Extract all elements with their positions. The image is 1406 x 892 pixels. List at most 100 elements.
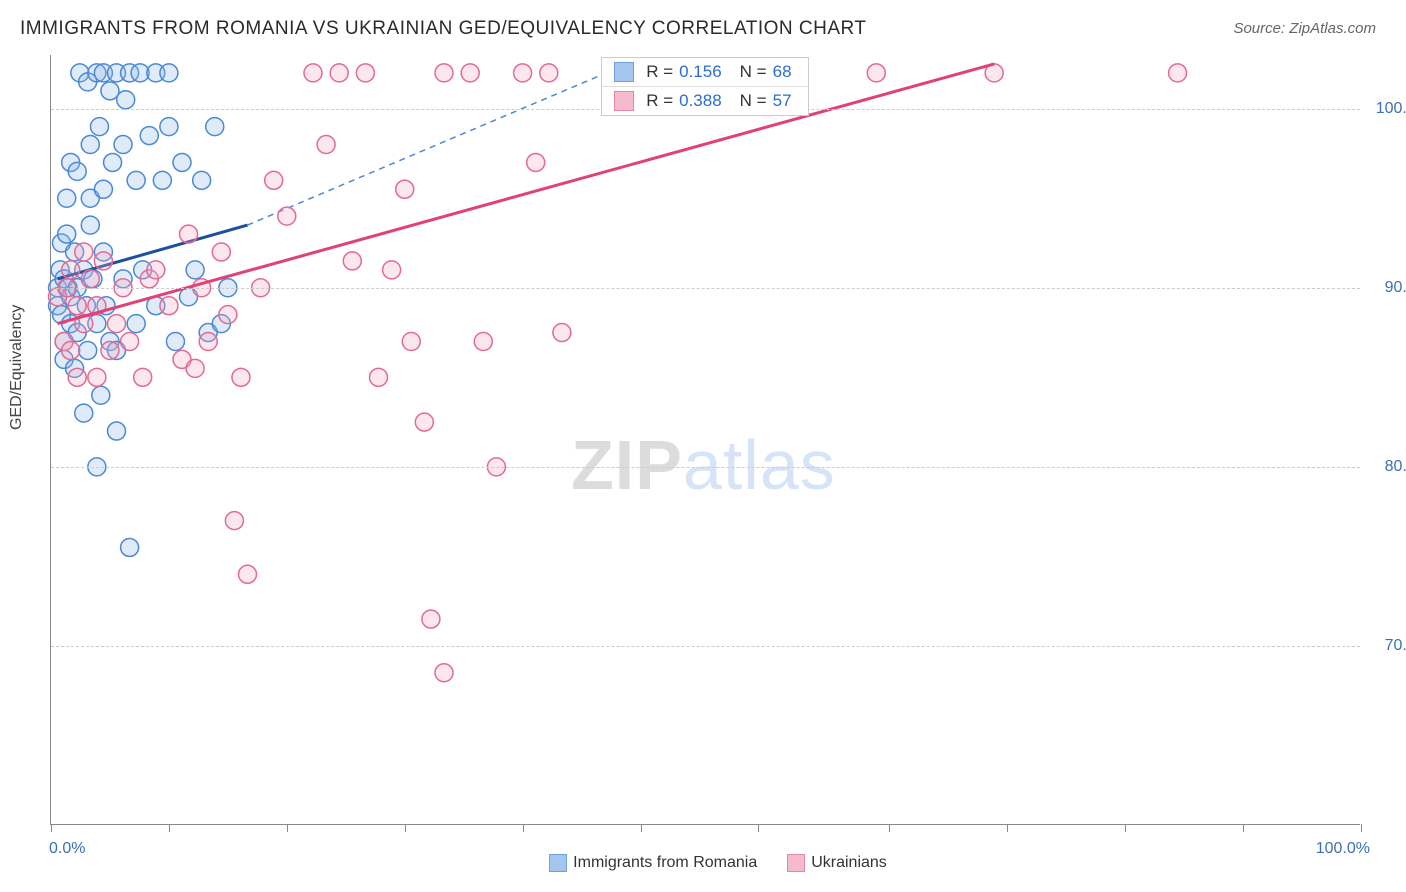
scatter-point	[225, 512, 243, 530]
chart-title: IMMIGRANTS FROM ROMANIA VS UKRAINIAN GED…	[20, 18, 866, 40]
scatter-point	[101, 341, 119, 359]
scatter-point	[81, 136, 99, 154]
scatter-point	[540, 64, 558, 82]
scatter-point	[199, 333, 217, 351]
scatter-point	[232, 368, 250, 386]
scatter-point	[114, 136, 132, 154]
scatter-point	[81, 216, 99, 234]
scatter-point	[219, 306, 237, 324]
gridline	[51, 467, 1360, 468]
scatter-point	[422, 610, 440, 628]
legend-r-label: R =	[646, 62, 673, 82]
scatter-point	[186, 261, 204, 279]
legend-swatch	[787, 854, 805, 872]
legend-swatch	[614, 91, 634, 111]
scatter-point	[101, 82, 119, 100]
scatter-point	[90, 118, 108, 136]
scatter-point	[435, 64, 453, 82]
scatter-point	[206, 118, 224, 136]
scatter-point	[94, 252, 112, 270]
scatter-point	[75, 243, 93, 261]
scatter-point	[108, 422, 126, 440]
x-tick	[1361, 824, 1362, 832]
scatter-point	[370, 368, 388, 386]
scatter-point	[180, 225, 198, 243]
y-tick-label: 70.0%	[1370, 637, 1406, 655]
legend-r-value: 0.388	[679, 91, 722, 111]
scatter-point	[317, 136, 335, 154]
scatter-point	[396, 180, 414, 198]
gridline	[51, 646, 1360, 647]
legend-r-value: 0.156	[679, 62, 722, 82]
y-tick-label: 80.0%	[1370, 458, 1406, 476]
x-tick	[641, 824, 642, 832]
scatter-point	[265, 171, 283, 189]
scatter-point	[474, 333, 492, 351]
x-tick	[1007, 824, 1008, 832]
x-tick	[1125, 824, 1126, 832]
scatter-point	[383, 261, 401, 279]
legend-n-value: 57	[773, 91, 792, 111]
x-tick	[523, 824, 524, 832]
y-tick-label: 100.0%	[1370, 100, 1406, 118]
scatter-point	[160, 64, 178, 82]
scatter-point	[92, 386, 110, 404]
legend-r-label: R =	[646, 91, 673, 111]
scatter-point	[79, 341, 97, 359]
scatter-point	[415, 413, 433, 431]
scatter-point	[527, 153, 545, 171]
y-axis-label: GED/Equivalency	[8, 305, 26, 430]
scatter-point	[108, 315, 126, 333]
scatter-point	[140, 127, 158, 145]
scatter-point	[514, 64, 532, 82]
scatter-point	[160, 118, 178, 136]
legend-swatch	[614, 62, 634, 82]
trend-line-ext	[248, 64, 628, 225]
x-tick	[1243, 824, 1244, 832]
scatter-point	[402, 333, 420, 351]
scatter-point	[68, 368, 86, 386]
legend-n-label: N =	[740, 91, 767, 111]
watermark-zip: ZIP	[571, 426, 683, 504]
watermark-atlas: atlas	[683, 426, 836, 504]
scatter-point	[193, 171, 211, 189]
x-tick	[51, 824, 52, 832]
scatter-point	[153, 171, 171, 189]
scatter-point	[94, 180, 112, 198]
scatter-point	[867, 64, 885, 82]
x-tick	[758, 824, 759, 832]
scatter-point	[435, 664, 453, 682]
scatter-point	[134, 368, 152, 386]
scatter-point	[121, 333, 139, 351]
scatter-point	[553, 324, 571, 342]
x-tick	[889, 824, 890, 832]
scatter-point	[75, 404, 93, 422]
legend-row: R =0.156N =68	[602, 58, 807, 87]
scatter-point	[343, 252, 361, 270]
scatter-point	[173, 153, 191, 171]
scatter-point	[356, 64, 374, 82]
legend-correlation-box: R =0.156N =68R =0.388N =57	[601, 57, 808, 116]
scatter-point	[166, 333, 184, 351]
scatter-point	[62, 261, 80, 279]
legend-series-label: Immigrants from Romania	[573, 854, 757, 871]
scatter-point	[58, 225, 76, 243]
scatter-point	[160, 297, 178, 315]
scatter-point	[304, 64, 322, 82]
scatter-point	[212, 243, 230, 261]
scatter-point	[68, 162, 86, 180]
trend-line	[58, 64, 995, 324]
x-tick	[405, 824, 406, 832]
scatter-point	[58, 189, 76, 207]
legend-row: R = 0.388 N = 57	[602, 87, 807, 115]
scatter-point	[1169, 64, 1187, 82]
scatter-point	[127, 171, 145, 189]
scatter-point	[117, 91, 135, 109]
x-tick	[287, 824, 288, 832]
scatter-point	[330, 64, 348, 82]
scatter-point	[186, 359, 204, 377]
scatter-point	[88, 368, 106, 386]
legend-series-label: Ukrainians	[811, 854, 887, 871]
watermark: ZIPatlas	[571, 425, 836, 505]
legend-bottom: Immigrants from Romania Ukrainians	[0, 854, 1406, 872]
